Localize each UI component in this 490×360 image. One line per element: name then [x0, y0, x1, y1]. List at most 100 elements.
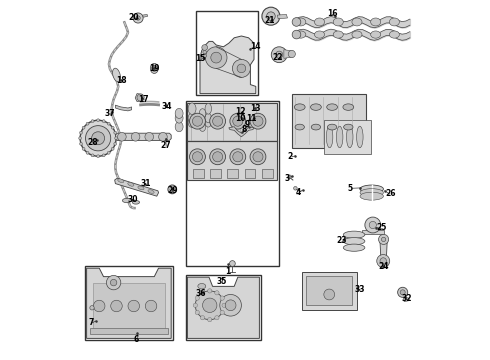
Circle shape — [398, 287, 408, 297]
Polygon shape — [403, 297, 410, 302]
Ellipse shape — [343, 244, 365, 251]
Circle shape — [193, 152, 202, 162]
Circle shape — [90, 306, 94, 310]
Ellipse shape — [188, 113, 196, 123]
Text: 20: 20 — [129, 13, 139, 22]
Circle shape — [106, 275, 121, 290]
Bar — [324, 120, 371, 154]
Ellipse shape — [199, 113, 206, 123]
Circle shape — [250, 113, 266, 129]
Circle shape — [110, 279, 117, 286]
Polygon shape — [135, 94, 144, 102]
Ellipse shape — [343, 124, 353, 130]
Polygon shape — [229, 127, 254, 137]
Bar — [245, 169, 255, 178]
Ellipse shape — [326, 126, 333, 148]
Text: 4: 4 — [295, 188, 301, 197]
Text: 5: 5 — [347, 184, 353, 193]
Text: 12: 12 — [235, 107, 246, 116]
Circle shape — [271, 47, 287, 63]
Circle shape — [86, 126, 111, 151]
Circle shape — [222, 303, 226, 307]
Circle shape — [91, 120, 94, 122]
Circle shape — [377, 255, 390, 267]
Circle shape — [365, 217, 381, 233]
Circle shape — [213, 116, 222, 126]
Circle shape — [195, 296, 199, 300]
Circle shape — [203, 50, 206, 54]
Circle shape — [79, 142, 82, 145]
Circle shape — [210, 113, 225, 129]
Circle shape — [213, 152, 222, 162]
Ellipse shape — [175, 113, 183, 123]
Circle shape — [220, 294, 242, 316]
Text: 25: 25 — [376, 223, 386, 233]
Ellipse shape — [352, 31, 362, 38]
Bar — [306, 276, 352, 305]
Circle shape — [145, 300, 157, 312]
Text: 23: 23 — [336, 236, 347, 245]
Polygon shape — [187, 103, 277, 141]
Polygon shape — [116, 105, 132, 111]
Circle shape — [208, 289, 212, 293]
Polygon shape — [187, 141, 277, 180]
Bar — [262, 169, 273, 178]
Text: 35: 35 — [217, 277, 227, 286]
Circle shape — [82, 147, 85, 150]
Ellipse shape — [132, 201, 140, 204]
Circle shape — [253, 152, 263, 162]
Circle shape — [190, 149, 205, 165]
Bar — [227, 169, 238, 178]
Ellipse shape — [205, 103, 212, 114]
Circle shape — [275, 51, 283, 58]
Circle shape — [102, 154, 105, 157]
Circle shape — [111, 300, 122, 312]
Circle shape — [267, 12, 275, 21]
Polygon shape — [87, 268, 171, 338]
Circle shape — [86, 122, 89, 125]
Circle shape — [131, 132, 140, 141]
Text: 9: 9 — [245, 120, 250, 129]
Circle shape — [225, 300, 236, 311]
Circle shape — [205, 47, 227, 68]
Text: 17: 17 — [138, 94, 149, 104]
Ellipse shape — [188, 103, 196, 114]
Circle shape — [233, 116, 243, 126]
Circle shape — [118, 132, 126, 141]
Ellipse shape — [118, 179, 124, 183]
Text: 2: 2 — [287, 152, 293, 161]
Circle shape — [202, 45, 208, 50]
Polygon shape — [90, 328, 168, 334]
Ellipse shape — [337, 126, 343, 148]
Circle shape — [136, 16, 140, 20]
Text: 31: 31 — [141, 179, 151, 188]
Circle shape — [114, 142, 117, 145]
Ellipse shape — [122, 198, 131, 203]
Bar — [196, 11, 258, 95]
Circle shape — [170, 187, 175, 192]
Ellipse shape — [188, 117, 196, 127]
Polygon shape — [277, 14, 288, 19]
Circle shape — [379, 234, 389, 244]
Ellipse shape — [360, 189, 383, 197]
Text: 26: 26 — [386, 189, 396, 198]
Circle shape — [92, 132, 104, 145]
Ellipse shape — [343, 238, 365, 245]
Ellipse shape — [113, 68, 121, 82]
Circle shape — [102, 120, 105, 122]
Circle shape — [324, 289, 335, 300]
Circle shape — [128, 300, 140, 312]
Circle shape — [202, 298, 217, 312]
Text: 1: 1 — [225, 267, 231, 276]
Ellipse shape — [346, 126, 353, 148]
Bar — [186, 275, 261, 340]
Circle shape — [288, 175, 292, 179]
Ellipse shape — [311, 124, 320, 130]
Ellipse shape — [315, 31, 324, 38]
Circle shape — [210, 149, 225, 165]
Circle shape — [107, 122, 110, 125]
Ellipse shape — [370, 31, 381, 38]
Ellipse shape — [357, 126, 363, 148]
Bar — [186, 101, 279, 266]
Circle shape — [114, 131, 117, 134]
